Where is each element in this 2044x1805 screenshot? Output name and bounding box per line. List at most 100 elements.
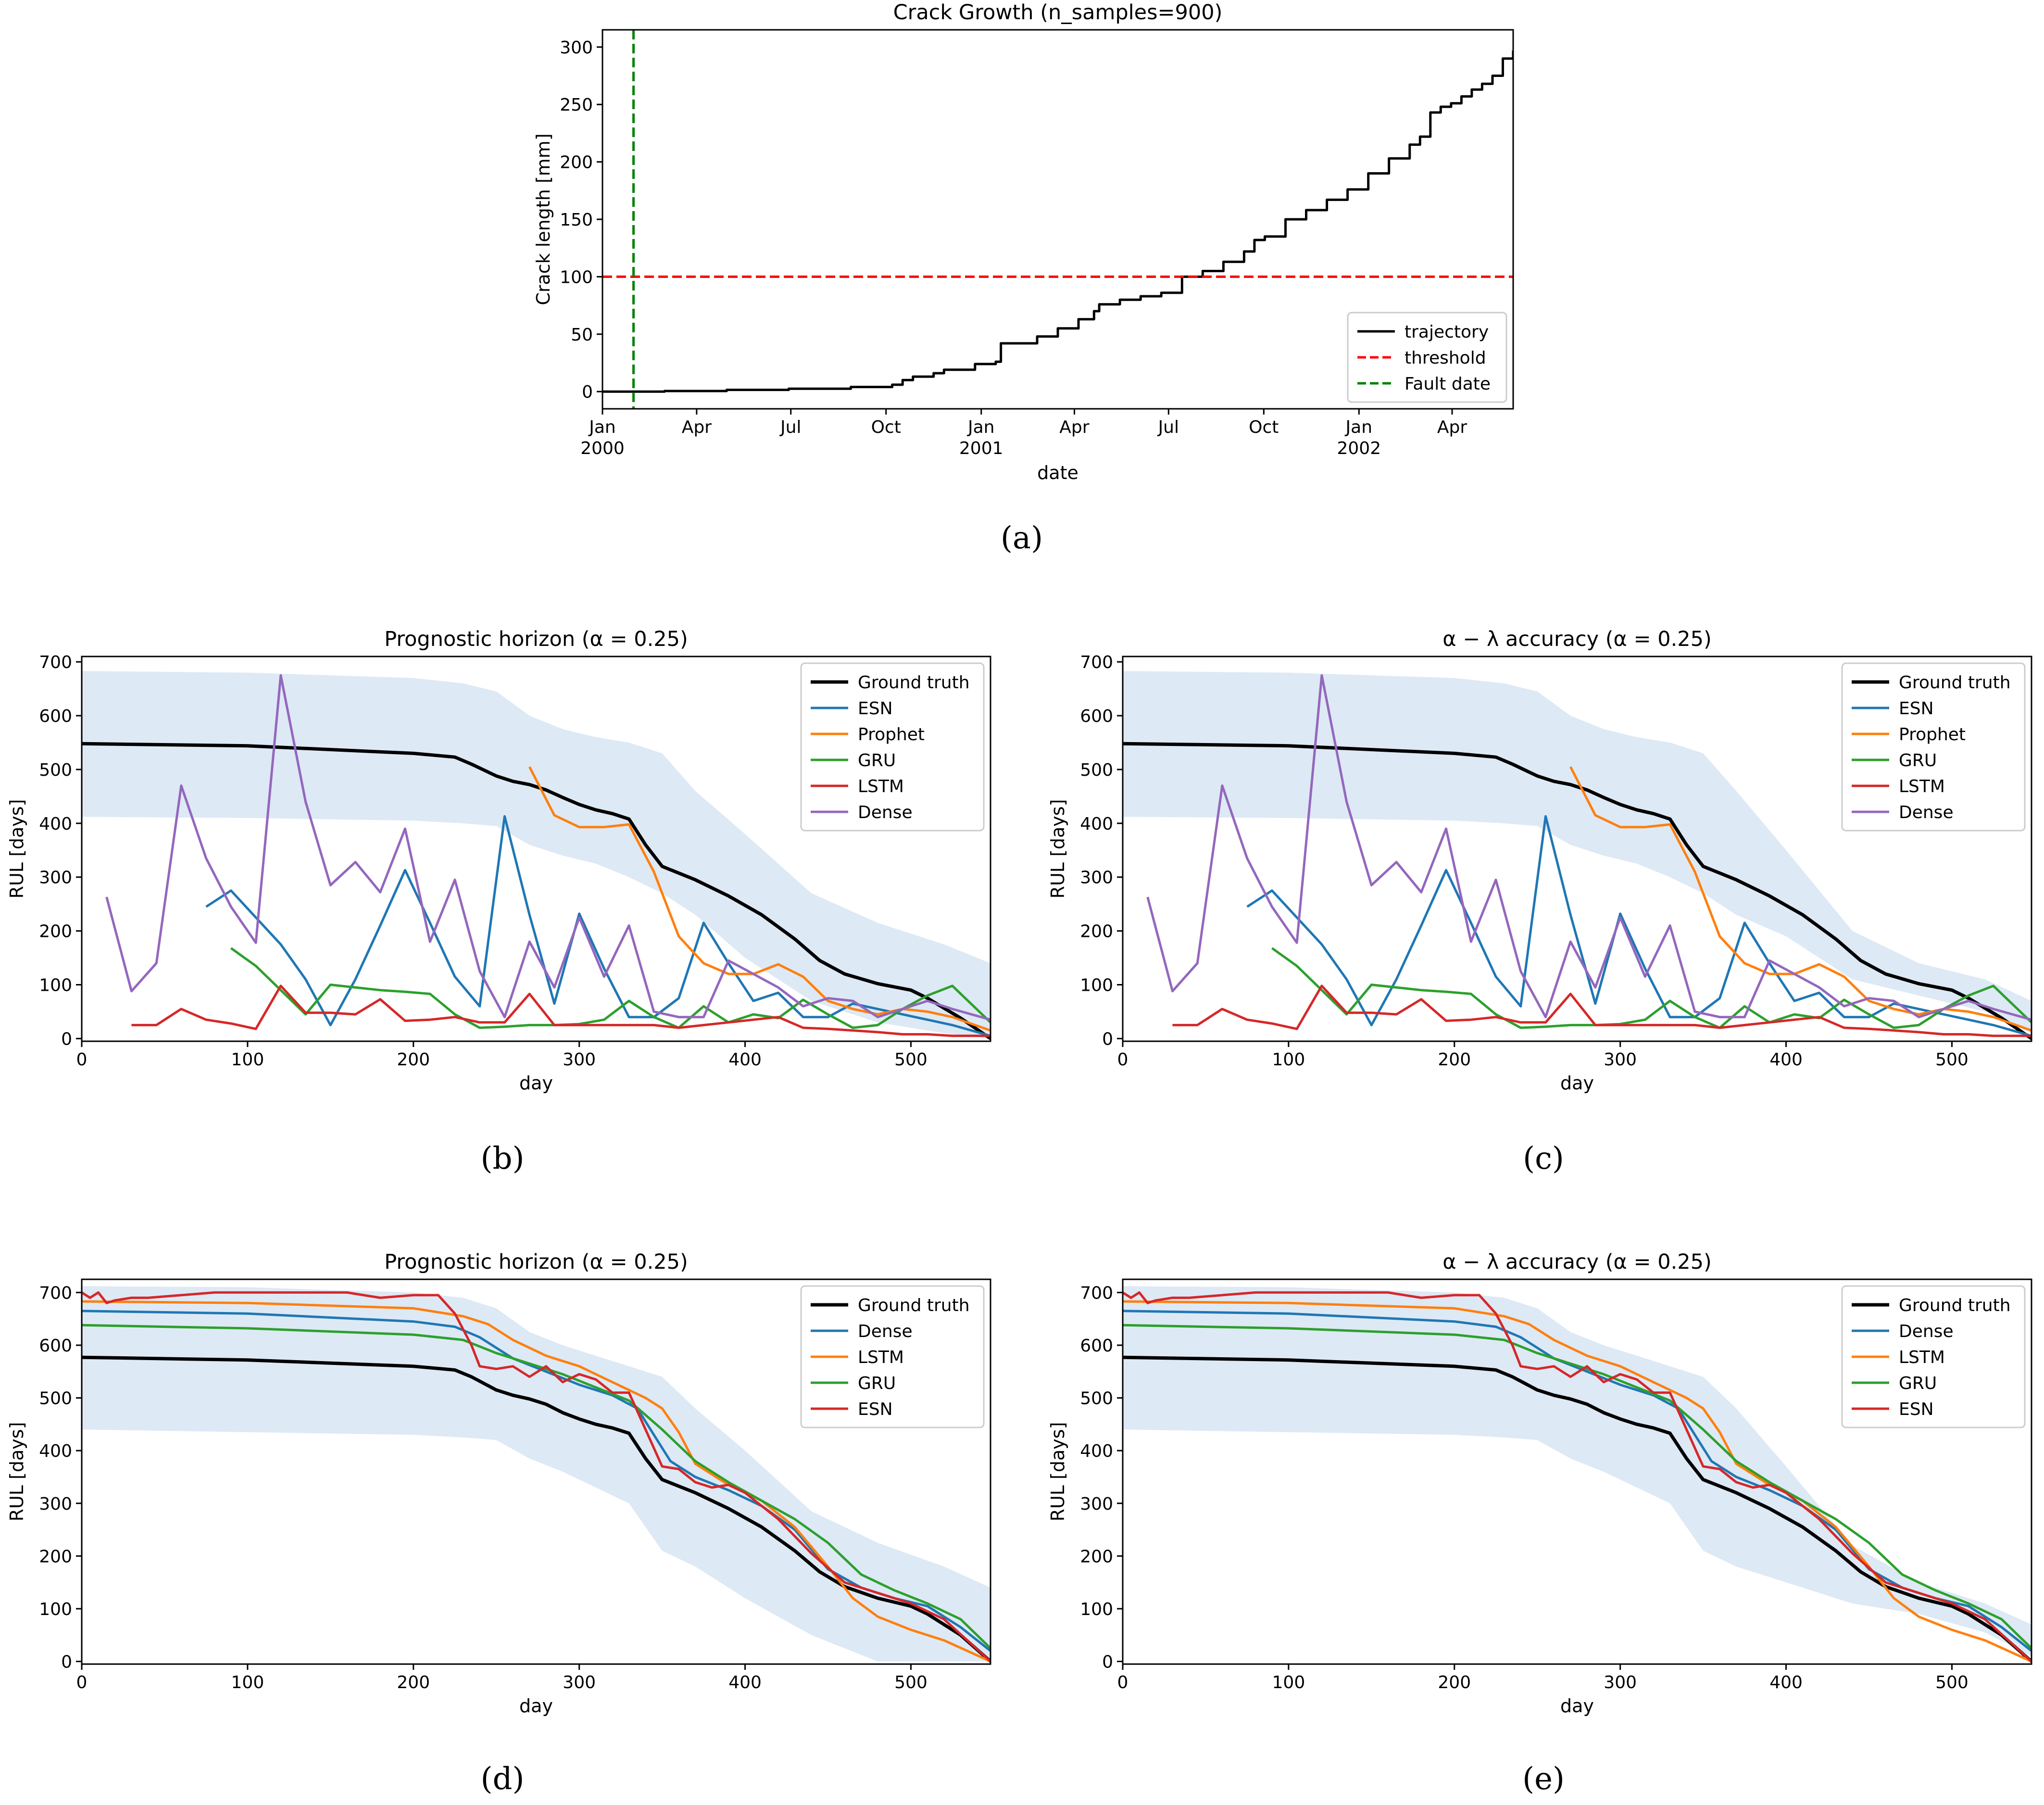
ytick-label-c: 400 (1080, 814, 1113, 834)
legend-label-c-ground-truth: Ground truth (1899, 673, 2011, 693)
legend-label-b-dense: Dense (858, 803, 913, 822)
ytick-label-e: 500 (1080, 1389, 1113, 1409)
xtick-label-e: 400 (1769, 1673, 1803, 1692)
ytick-label-c: 300 (1080, 868, 1113, 888)
ytick-label-a: 100 (560, 267, 593, 287)
legend-label-d-dense: Dense (858, 1322, 913, 1341)
xtick-label-c: 400 (1769, 1050, 1803, 1070)
series-c-lstm (1172, 985, 2031, 1037)
xtick-label-e: 0 (1117, 1673, 1129, 1692)
axes-frame-c (1122, 656, 2032, 1042)
ytick-label-b: 700 (39, 653, 72, 672)
xtick-label-a: Apr (1437, 417, 1467, 437)
ytick-label-e: 400 (1080, 1441, 1113, 1461)
x-axis-label-c: day (1560, 1073, 1594, 1094)
y-axis-label-a: Crack length [mm] (533, 133, 554, 305)
ytick-label-a: 0 (582, 382, 593, 402)
legend-label-b-lstm: LSTM (858, 777, 904, 796)
chart-b: 0 100 200 300 400 500 600 700 0 100 200 300 400 500 Pr… (6, 627, 991, 1094)
ytick-label-b: 0 (61, 1029, 72, 1049)
caption-a: (a) (1001, 520, 1043, 556)
ytick-label-c: 200 (1080, 922, 1113, 942)
legend-label-c-dense: Dense (1899, 803, 1954, 822)
caption-d: (d) (481, 1761, 525, 1797)
ytick-label-d: 0 (61, 1653, 72, 1672)
caption-e: (e) (1522, 1761, 1565, 1797)
ytick-label-b: 300 (39, 868, 72, 888)
legend-label-d-ground-truth: Ground truth (858, 1296, 970, 1315)
plot-area-d (82, 1286, 991, 1663)
series-b-dense (105, 674, 991, 1021)
xtick-label-a: Apr (682, 417, 712, 437)
series-d-ground-truth (82, 1355, 991, 1663)
legend-d: Ground truth Dense LSTM GRU ESN (800, 1285, 985, 1428)
xtick-label-b: 200 (397, 1050, 430, 1070)
ytick-label-d: 700 (39, 1283, 72, 1303)
chart-title-a: Crack Growth (n_samples=900) (893, 0, 1223, 25)
xtick-label-e: 100 (1272, 1673, 1305, 1692)
legend-box-d (800, 1285, 985, 1428)
ytick-label-d: 400 (39, 1441, 72, 1461)
legend-label-c-lstm: LSTM (1899, 777, 1945, 796)
ytick-label-e: 0 (1102, 1653, 1113, 1672)
ytick-label-d: 300 (39, 1494, 72, 1514)
caption-b: (b) (481, 1141, 525, 1176)
legend-box-a (1347, 312, 1507, 403)
ytick-label-b: 400 (39, 814, 72, 834)
xtick-year-a: 2002 (1337, 439, 1381, 458)
ytick-label-b: 100 (39, 976, 72, 996)
series-e-ground-truth (1123, 1355, 2031, 1663)
legend-label-c-esn: ESN (1899, 699, 1934, 719)
xtick-label-b: 100 (231, 1050, 264, 1070)
legend-label-b-prophet: Prophet (858, 725, 925, 745)
series-b-ground-truth (82, 742, 991, 1040)
ytick-label-e: 300 (1080, 1494, 1113, 1514)
axes-frame-d (81, 1278, 991, 1665)
ytick-label-c: 0 (1102, 1029, 1113, 1049)
ytick-label-c: 100 (1080, 976, 1113, 996)
x-axis-label-d: day (519, 1695, 553, 1717)
series-d-esn (82, 1291, 991, 1663)
xtick-label-d: 100 (231, 1673, 264, 1692)
series-c-dense (1146, 674, 2031, 1021)
xtick-label-a: Jan (1345, 417, 1373, 437)
series-c-gru (1271, 947, 2031, 1029)
ytick-label-a: 250 (560, 95, 593, 115)
ytick-label-b: 200 (39, 922, 72, 942)
ytick-label-d: 100 (39, 1600, 72, 1619)
y-axis-label-e: RUL [days] (1047, 1422, 1068, 1522)
legend-box-b (800, 662, 985, 832)
xtick-label-a: Jul (779, 417, 801, 437)
legend-label-b-ground-truth: Ground truth (858, 673, 970, 693)
legend-label-b-gru: GRU (858, 751, 896, 770)
chart-title-c: α − λ accuracy (α = 0.25) (1442, 627, 1712, 651)
xtick-label-d: 500 (894, 1673, 928, 1692)
ytick-label-a: 150 (560, 210, 593, 230)
ytick-label-b: 500 (39, 760, 72, 780)
ytick-label-d: 600 (39, 1336, 72, 1356)
xtick-label-d: 400 (728, 1673, 762, 1692)
series-c-ground-truth (1123, 742, 2031, 1040)
x-axis-label-e: day (1560, 1695, 1594, 1717)
caption-c: (c) (1523, 1141, 1564, 1176)
y-axis-label-b: RUL [days] (6, 799, 27, 899)
xtick-year-a: 2001 (959, 439, 1003, 458)
xtick-label-d: 300 (563, 1673, 596, 1692)
series-b-lstm (131, 985, 991, 1037)
xtick-label-a: Jan (967, 417, 995, 437)
series-b-esn (205, 815, 991, 1037)
plot-area-a (602, 30, 1513, 409)
legend-c: Ground truth ESN Prophet GRU LSTM Dense (1841, 662, 2026, 832)
xtick-label-c: 100 (1272, 1050, 1305, 1070)
axes-frame-b (81, 656, 991, 1042)
series-c-esn (1246, 815, 2031, 1037)
ytick-label-e: 600 (1080, 1336, 1113, 1356)
chart-a: 0 50 100 150 200 250 300 Jan 2000 Apr Jul Oct Jan 200… (533, 0, 1514, 483)
ytick-label-a: 50 (571, 325, 593, 345)
x-axis-label-a: date (1037, 462, 1078, 483)
y-axis-label-c: RUL [days] (1047, 799, 1068, 899)
legend-label-d-gru: GRU (858, 1374, 896, 1393)
series-b-gru (230, 947, 991, 1029)
ytick-label-e: 100 (1080, 1600, 1113, 1619)
legend-e: Ground truth Dense LSTM GRU ESN (1841, 1285, 2026, 1428)
